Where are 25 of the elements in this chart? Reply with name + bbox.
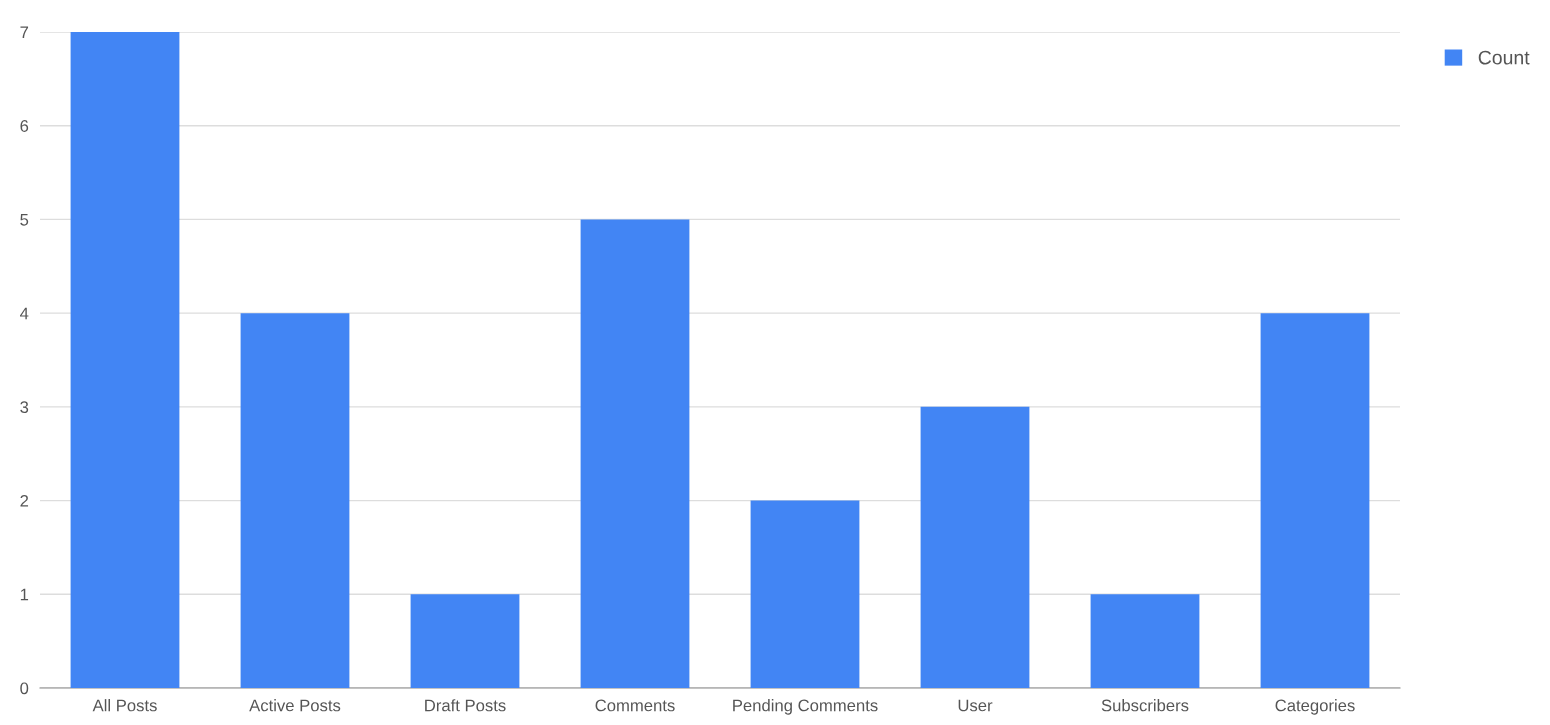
bar (70, 32, 180, 688)
y-tick-label: 5 (20, 214, 29, 226)
bar (920, 406, 1030, 688)
bar (1260, 313, 1370, 688)
legend-label: Count (1478, 50, 1530, 65)
bar (580, 219, 690, 688)
x-tick-label: Pending Comments (733, 699, 878, 715)
y-tick-label: 6 (20, 120, 29, 132)
x-tick-label: Subscribers (1101, 699, 1189, 712)
x-tick-label: User (958, 699, 993, 712)
y-tick-label: 4 (20, 307, 29, 320)
x-tick-label: Draft Posts (425, 699, 506, 712)
y-tick-label: 7 (20, 26, 29, 39)
y-tick-label: 0 (20, 682, 29, 695)
bar (410, 594, 520, 688)
bar (240, 313, 350, 688)
x-tick-label: Active Posts (249, 699, 341, 712)
bar (1090, 594, 1200, 688)
x-tick-label: Categories (1275, 699, 1355, 715)
y-tick-label: 2 (20, 494, 29, 507)
x-tick-label: Comments (595, 699, 675, 712)
y-tick-label: 3 (20, 401, 29, 414)
y-tick-label: 1 (20, 588, 29, 601)
bar (750, 500, 860, 688)
x-tick-label: All Posts (92, 699, 157, 712)
